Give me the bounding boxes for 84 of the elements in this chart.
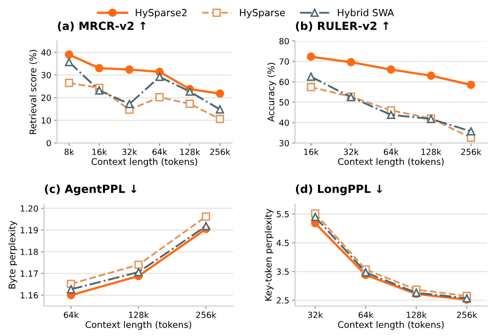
y-tick-label: 60	[279, 78, 289, 86]
y-tick-label: 40	[41, 49, 51, 56]
y-tick-label: 80	[279, 38, 289, 44]
point	[155, 93, 164, 102]
y-tick-label: 5.5	[276, 211, 289, 218]
point	[125, 65, 134, 74]
x-tick-label: 256k	[196, 312, 216, 318]
y-axis-title: Key-token perplexity	[264, 208, 274, 301]
y-tick-label: 4.5	[276, 240, 289, 246]
point	[64, 50, 74, 59]
y-tick-label: 1.16	[20, 292, 38, 298]
point	[216, 89, 224, 98]
point	[466, 80, 476, 90]
x-tick-label: 64k	[64, 312, 79, 318]
x-tick-label: 128k	[422, 148, 442, 156]
y-tick-label: 3.5	[276, 268, 289, 275]
point	[306, 82, 316, 92]
y-tick-label: 1.19	[20, 227, 38, 234]
x-tick-label: 256k	[457, 312, 478, 318]
point	[186, 100, 194, 108]
x-tick-label: 128k	[406, 312, 427, 318]
x-tick-label: 16k	[304, 148, 319, 156]
point	[216, 105, 224, 114]
point	[362, 268, 370, 277]
x-axis-title: Context length (tokens)	[338, 321, 444, 330]
point	[66, 285, 76, 294]
x-tick-label: 32k	[308, 312, 323, 318]
point	[125, 100, 134, 108]
chart-title: (b) RULER-v2 ↑	[296, 21, 388, 32]
point	[134, 268, 143, 276]
y-axis-title: Byte perplexity	[8, 220, 18, 289]
x-tick-label: 256k	[461, 148, 482, 156]
x-tick-label: 16k	[92, 148, 107, 156]
x-tick-label: 128k	[129, 312, 149, 318]
point	[346, 58, 356, 66]
point	[306, 72, 316, 81]
y-tick-label: 1.17	[20, 270, 38, 277]
point	[66, 280, 76, 288]
legend-label: HySparse2	[136, 8, 187, 18]
point	[64, 78, 74, 88]
y-tick-label: 1.20	[20, 205, 38, 212]
y-tick-label: 2.5	[276, 297, 289, 304]
y-axis-title: Accuracy (%)	[267, 62, 276, 122]
point	[202, 212, 210, 221]
y-tick-label: 50	[279, 99, 289, 106]
point	[202, 222, 210, 230]
x-axis-title: Context length (tokens)	[338, 158, 444, 167]
point	[64, 58, 74, 66]
y-axis-title: Retrieval score (%)	[29, 50, 38, 134]
y-tick-label: 10	[42, 117, 51, 124]
x-tick-label: 256k	[210, 148, 230, 156]
y-tick-label: 0	[46, 140, 51, 146]
x-tick-label: 64k	[152, 148, 168, 156]
point	[466, 127, 476, 136]
point	[386, 65, 396, 74]
y-tick-label: 20	[41, 94, 51, 101]
x-tick-label: 32k	[344, 148, 359, 156]
y-tick-label: 40	[279, 120, 289, 126]
point	[386, 110, 396, 120]
point	[155, 72, 164, 81]
point	[426, 72, 436, 80]
y-tick-label: 1.18	[20, 248, 38, 256]
y-tick-label: 30	[279, 140, 289, 146]
y-tick-label: 70	[280, 58, 289, 65]
x-axis-title: Context length (tokens)	[86, 321, 192, 330]
point	[95, 64, 104, 72]
point	[311, 212, 320, 222]
chart-title: (c) AgentPPL ↓	[44, 184, 136, 196]
chart-title: (d) LongPPL ↓	[296, 184, 382, 196]
x-tick-label: 64k	[358, 312, 374, 318]
point	[216, 114, 224, 124]
point	[306, 52, 316, 61]
point	[134, 260, 143, 269]
x-tick-label: 128k	[180, 148, 200, 156]
point	[95, 86, 104, 95]
chart-title: (a) MRCR-v2 ↑	[58, 21, 146, 32]
legend-label: HySparse	[240, 8, 285, 18]
point	[186, 87, 194, 96]
x-tick-label: 64k	[384, 148, 399, 156]
y-tick-label: 30	[41, 72, 51, 78]
x-tick-label: 32k	[122, 148, 138, 156]
x-axis-title: Context length (tokens)	[92, 158, 198, 167]
legend-label: Hybrid SWA	[338, 8, 394, 18]
x-tick-label: 8k	[64, 148, 74, 156]
